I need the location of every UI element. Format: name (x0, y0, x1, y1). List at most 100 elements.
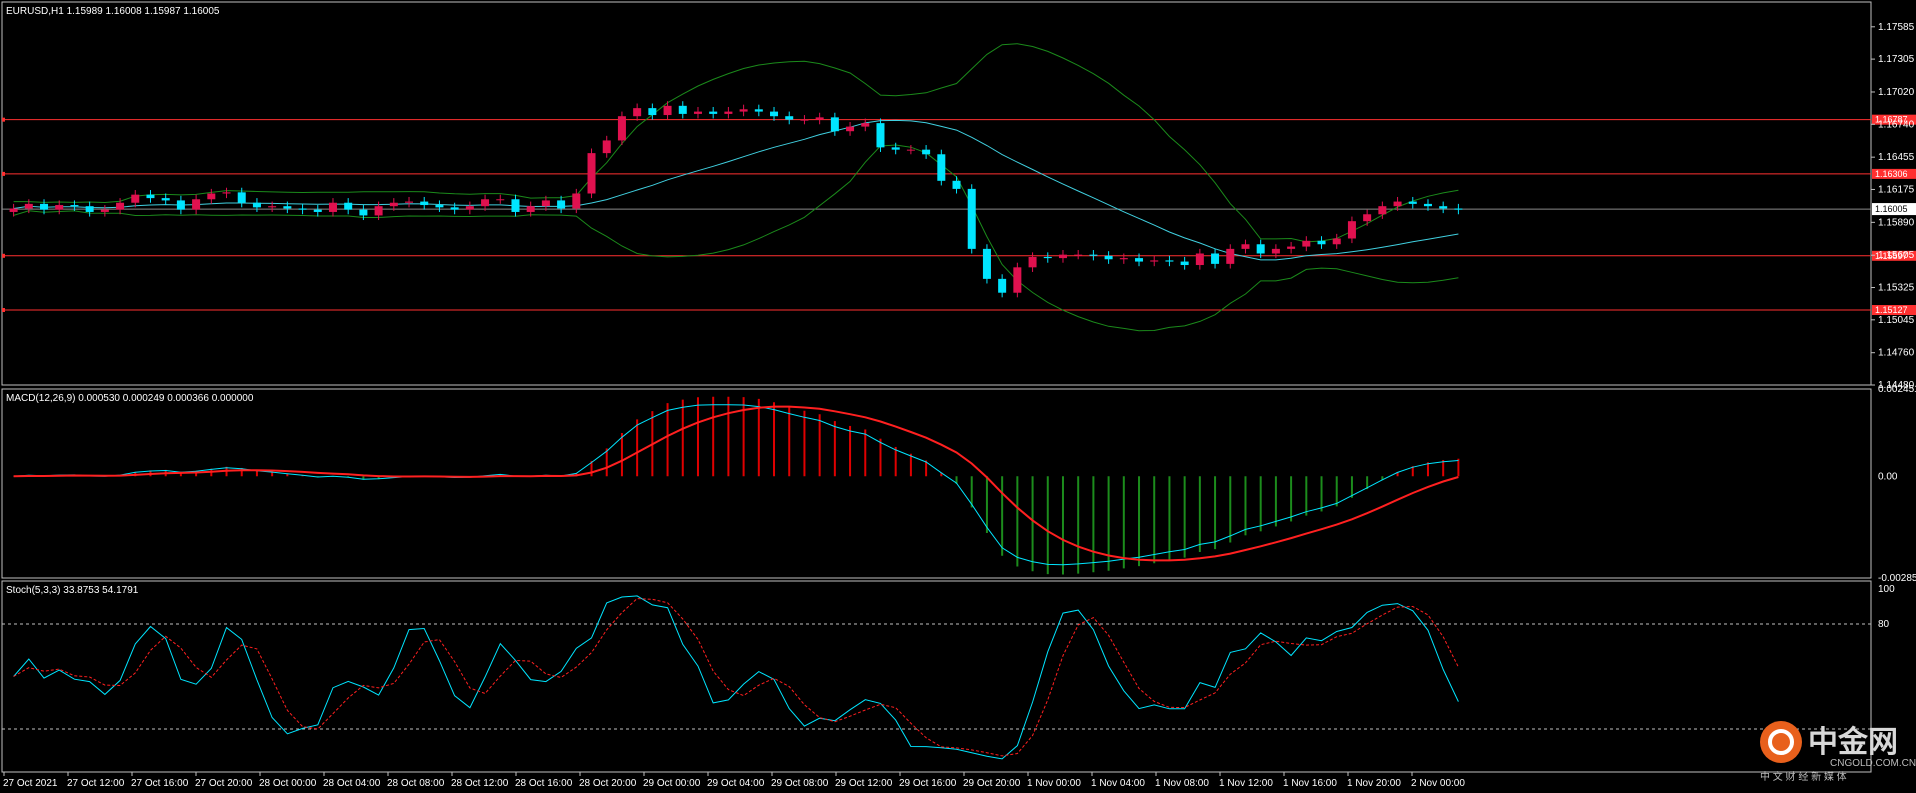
candle-body[interactable] (830, 117, 839, 132)
candle-body[interactable] (770, 111, 779, 117)
candle-body[interactable] (1089, 254, 1098, 256)
candle-body[interactable] (420, 201, 429, 206)
candle-body[interactable] (1378, 206, 1387, 215)
candle-body[interactable] (678, 105, 687, 114)
candle-body[interactable] (693, 111, 702, 114)
candle-body[interactable] (541, 200, 550, 207)
candle-body[interactable] (435, 205, 444, 208)
candle-body[interactable] (1104, 255, 1113, 260)
candle-body[interactable] (1256, 244, 1265, 254)
candle-body[interactable] (1439, 206, 1448, 209)
candle-body[interactable] (55, 205, 64, 210)
candle-body[interactable] (1241, 244, 1250, 249)
candle-body[interactable] (237, 192, 246, 203)
candle-body[interactable] (1454, 208, 1463, 210)
candle-body[interactable] (876, 123, 885, 148)
candle-body[interactable] (298, 208, 307, 210)
candle-body[interactable] (1302, 240, 1311, 247)
candle-body[interactable] (557, 200, 566, 209)
candle-body[interactable] (1043, 256, 1052, 259)
candle-body[interactable] (161, 198, 170, 201)
candle-body[interactable] (1013, 267, 1022, 293)
candle-body[interactable] (785, 116, 794, 120)
candle-body[interactable] (1180, 261, 1189, 266)
candle-body[interactable] (1074, 254, 1083, 256)
candle-body[interactable] (1408, 201, 1417, 204)
candle-body[interactable] (846, 126, 855, 132)
candle-body[interactable] (648, 108, 657, 116)
candle-body[interactable] (465, 206, 474, 210)
candle-body[interactable] (572, 193, 581, 209)
candle-body[interactable] (146, 194, 155, 199)
candle-body[interactable] (116, 202, 125, 210)
candle-body[interactable] (374, 206, 383, 216)
candle-body[interactable] (1119, 258, 1128, 260)
candle-body[interactable] (176, 200, 185, 210)
bollinger-lower-line (13, 144, 1459, 332)
candle-body[interactable] (1211, 253, 1220, 264)
candle-body[interactable] (9, 208, 18, 212)
candle-body[interactable] (724, 111, 733, 114)
candle-body[interactable] (1058, 254, 1067, 259)
candle-body[interactable] (496, 199, 505, 201)
candle-body[interactable] (1393, 201, 1402, 207)
candle-body[interactable] (344, 202, 353, 210)
candle-body[interactable] (891, 147, 900, 150)
candle-body[interactable] (283, 206, 292, 209)
candle-body[interactable] (1347, 221, 1356, 239)
candle-body[interactable] (587, 153, 596, 194)
candle-body[interactable] (815, 117, 824, 120)
candle-body[interactable] (481, 199, 490, 207)
candle-body[interactable] (998, 278, 1007, 293)
candle-body[interactable] (937, 154, 946, 181)
candle-body[interactable] (313, 209, 322, 212)
candle-body[interactable] (207, 193, 216, 200)
candle-body[interactable] (922, 149, 931, 155)
time-tick-label: 29 Oct 00:00 (643, 778, 701, 789)
candle-body[interactable] (633, 108, 642, 117)
candle-body[interactable] (906, 149, 915, 151)
candle-body[interactable] (131, 194, 140, 203)
candle-body[interactable] (192, 199, 201, 210)
candle-body[interactable] (1423, 203, 1432, 207)
candle-body[interactable] (389, 202, 398, 207)
candle-body[interactable] (1195, 253, 1204, 266)
candle-body[interactable] (663, 105, 672, 116)
time-tick-label: 27 Oct 12:00 (67, 778, 125, 789)
candle-body[interactable] (1135, 258, 1144, 262)
candle-body[interactable] (739, 109, 748, 112)
candle-body[interactable] (1226, 248, 1235, 264)
candle-body[interactable] (1028, 256, 1037, 268)
candle-body[interactable] (40, 203, 49, 210)
candle-body[interactable] (952, 180, 961, 189)
candle-body[interactable] (222, 192, 231, 194)
candle-body[interactable] (967, 188, 976, 249)
candle-body[interactable] (526, 206, 535, 212)
candle-body[interactable] (1363, 214, 1372, 222)
candle-body[interactable] (709, 111, 718, 114)
candle-body[interactable] (450, 207, 459, 210)
candle-body[interactable] (85, 206, 94, 212)
candle-body[interactable] (405, 201, 414, 203)
candle-body[interactable] (1165, 260, 1174, 262)
candle-body[interactable] (982, 248, 991, 279)
candle-body[interactable] (100, 209, 109, 212)
candle-body[interactable] (800, 119, 809, 121)
candle-body[interactable] (861, 123, 870, 127)
candle-body[interactable] (268, 206, 277, 208)
candle-body[interactable] (359, 209, 368, 216)
candle-body[interactable] (617, 116, 626, 141)
candle-body[interactable] (1332, 238, 1341, 245)
candle-body[interactable] (1271, 248, 1280, 254)
candle-body[interactable] (1150, 260, 1159, 262)
candle-body[interactable] (754, 109, 763, 112)
candle-body[interactable] (70, 205, 79, 207)
candle-body[interactable] (1287, 246, 1296, 249)
candle-body[interactable] (1317, 240, 1326, 245)
candle-body[interactable] (328, 202, 337, 212)
candle-body[interactable] (252, 202, 261, 208)
candle-body[interactable] (24, 203, 33, 209)
candle-body[interactable] (511, 199, 520, 212)
candle-body[interactable] (602, 140, 611, 154)
